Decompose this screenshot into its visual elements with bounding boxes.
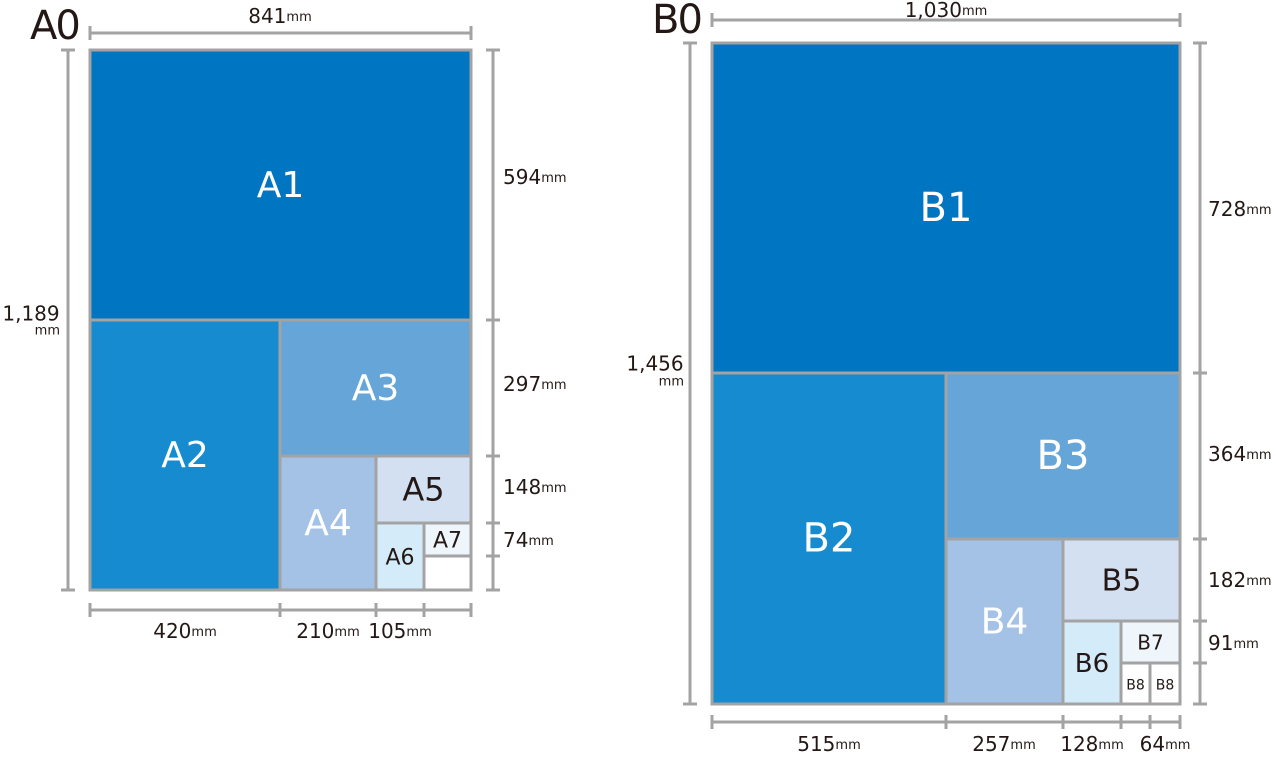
dimension-value: 91 (1208, 631, 1233, 655)
bottom-dimension-label: 210mm (296, 619, 360, 643)
dimension-value: 594 (503, 165, 541, 189)
dimension-value: 74 (503, 528, 528, 552)
sheet-label: B7 (1137, 631, 1163, 655)
dimension-value: 64 (1140, 732, 1165, 755)
dimension-unit: mm (286, 10, 311, 25)
paper-sheet (1061, 619, 1123, 706)
height-unit: mm (35, 324, 60, 339)
sheet-label: B5 (1102, 564, 1142, 599)
right-dimension-label: 594mm (503, 165, 567, 189)
sheet-label: A3 (352, 368, 400, 409)
height-unit: mm (659, 375, 684, 390)
paper-sheet (88, 318, 282, 592)
dimension-unit: mm (1246, 448, 1271, 463)
dimension-unit: mm (541, 171, 566, 186)
paper-sheet (1119, 661, 1152, 706)
dimension-value: 515 (797, 732, 835, 755)
right-dimension-label: 297mm (503, 372, 567, 396)
dimension-value: 105 (368, 619, 406, 643)
right-dimension-label: 182mm (1208, 568, 1272, 592)
sheet-label: B8 (1156, 678, 1175, 694)
bottom-dimension-label: 257mm (972, 732, 1036, 755)
paper-sheet (88, 48, 473, 322)
dimension-value: 841 (248, 4, 286, 28)
dimension-value: 364 (1208, 442, 1246, 466)
dimension-unit: mm (1098, 738, 1123, 753)
bottom-dimension-label: 64mm (1140, 732, 1191, 755)
bottom-dimension-label: 420mm (153, 619, 217, 643)
dimension-value: 728 (1208, 197, 1246, 221)
dimension-unit: mm (191, 625, 216, 640)
dimension-value: 182 (1208, 568, 1246, 592)
dimension-unit: mm (1010, 738, 1035, 753)
sheet-label: A5 (402, 471, 444, 509)
sheet-label: B2 (803, 516, 856, 562)
sheet-label: A2 (161, 435, 209, 476)
dimension-unit: mm (1246, 574, 1271, 589)
height-value: 1,456 (626, 352, 683, 376)
dimension-unit: mm (835, 738, 860, 753)
paper-sheet (710, 371, 948, 706)
dimension-unit: mm (1165, 738, 1190, 753)
dimension-value: 1,030 (905, 0, 962, 22)
height-value: 1,189 (2, 302, 59, 326)
width-label: 1,030mm (905, 0, 988, 22)
paper-sheet (1061, 537, 1182, 623)
right-dimension-label: 74mm (503, 528, 554, 552)
dimension-unit: mm (528, 534, 553, 549)
dimension-unit: mm (406, 625, 431, 640)
sheet-label: B8 (1126, 678, 1145, 694)
bottom-dimension-label: 105mm (368, 619, 432, 643)
sheet-label: A6 (385, 546, 414, 571)
sheet-outline (88, 48, 473, 592)
dimension-value: 148 (503, 475, 541, 499)
right-dimension-label: 148mm (503, 475, 567, 499)
sheet-label: B3 (1037, 433, 1090, 479)
dimension-value: 297 (503, 372, 541, 396)
bottom-dimension-label: 128mm (1060, 732, 1124, 755)
dimension-value: 420 (153, 619, 191, 643)
width-label: 841mm (248, 4, 312, 28)
sheet-label: B6 (1075, 649, 1109, 679)
series-title: A0 (30, 3, 79, 49)
dimension-unit: mm (1233, 637, 1258, 652)
dimension-unit: mm (334, 625, 359, 640)
paper-sheet (710, 41, 1182, 375)
paper-sheet (278, 318, 473, 458)
dimension-value: 210 (296, 619, 334, 643)
dimension-unit: mm (1246, 203, 1271, 218)
sheet-label: A7 (433, 529, 462, 554)
sheet-outline (710, 41, 1182, 706)
dimension-value: 257 (972, 732, 1010, 755)
sheet-label: B4 (981, 602, 1029, 643)
sheet-label: A1 (257, 165, 305, 206)
paper-sheet (944, 537, 1065, 706)
sheet-label: B1 (920, 185, 973, 231)
bottom-dimension-label: 515mm (797, 732, 861, 755)
right-dimension-label: 364mm (1208, 442, 1272, 466)
series-title: B0 (652, 0, 701, 43)
right-dimension-label: 91mm (1208, 631, 1259, 655)
dimension-unit: mm (962, 4, 987, 19)
dimension-unit: mm (541, 378, 566, 393)
right-dimension-label: 728mm (1208, 197, 1272, 221)
empty-area (422, 554, 473, 592)
paper-sheet (944, 371, 1182, 541)
dimension-value: 128 (1060, 732, 1098, 755)
sheet-label: A4 (304, 503, 352, 544)
dimension-unit: mm (541, 481, 566, 496)
